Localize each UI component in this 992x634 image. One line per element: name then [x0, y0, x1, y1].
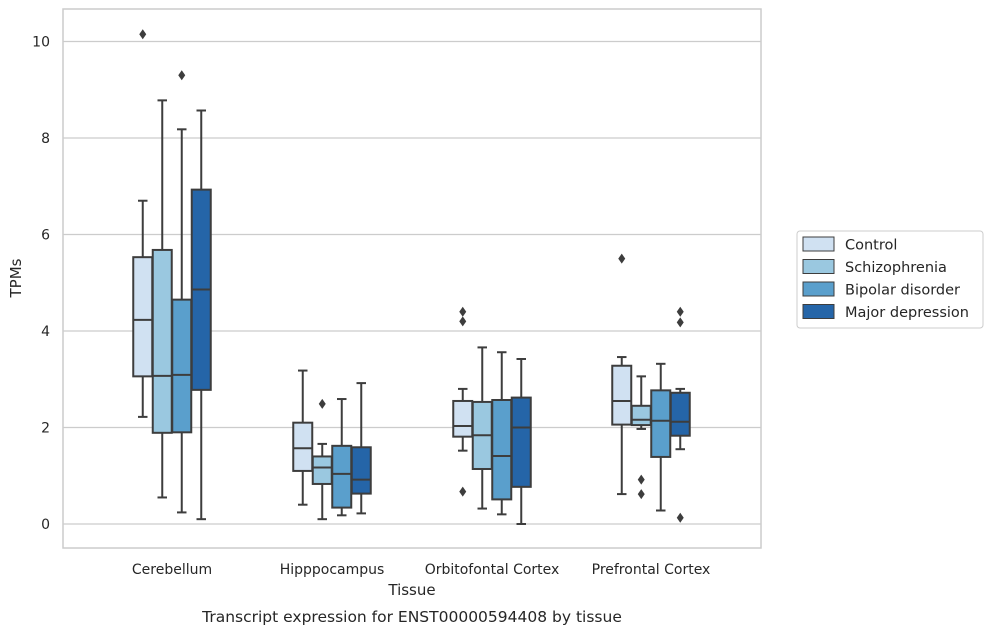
outlier-point	[459, 486, 467, 497]
box-iqr	[292, 421, 314, 472]
box-iqr	[350, 446, 372, 495]
outlier-point	[139, 29, 147, 40]
box-group	[650, 362, 672, 512]
outlier-point	[637, 474, 645, 485]
box-group	[350, 382, 372, 515]
legend-label: Major depression	[845, 305, 969, 321]
box-iqr	[331, 444, 353, 509]
x-tick-label: Orbitofontal Cortex	[425, 562, 560, 578]
box-iqr	[311, 455, 333, 485]
x-tick-labels: Cerebellum Hipppocampus Orbitofontal Corte…	[132, 562, 710, 578]
box-iqr	[452, 399, 474, 438]
outlier-point	[676, 512, 684, 523]
outlier-point	[618, 253, 626, 264]
y-tick-label: 6	[41, 228, 50, 244]
y-tick-label: 10	[32, 35, 50, 51]
legend-label: Schizophrenia	[845, 260, 947, 276]
box-iqr	[650, 389, 672, 458]
box-group	[292, 369, 314, 506]
outlier-point	[459, 306, 467, 317]
box-iqr	[132, 256, 154, 378]
box-iqr	[669, 391, 691, 437]
box-iqr	[611, 364, 633, 426]
x-axis-title: Tissue	[387, 581, 435, 599]
legend: Control Schizophrenia Bipolar disorder Majo…	[796, 230, 984, 329]
legend-swatch	[802, 236, 835, 252]
x-tick-label: Prefrontal Cortex	[592, 562, 711, 578]
y-tick-label: 0	[41, 517, 50, 533]
box-group	[669, 306, 691, 523]
outlier-point	[318, 398, 326, 409]
box-group	[452, 306, 474, 497]
legend-frame	[796, 230, 984, 329]
box-iqr	[510, 396, 532, 488]
outlier-point	[637, 489, 645, 500]
y-axis-title: TPMs	[7, 258, 25, 298]
box-group	[611, 253, 633, 496]
legend-swatch	[802, 259, 835, 274]
box-iqr	[151, 248, 173, 434]
box-group	[491, 351, 513, 516]
box-group	[311, 398, 333, 521]
x-tick-label: Hipppocampus	[280, 562, 385, 578]
box-group	[471, 346, 493, 510]
legend-swatch	[802, 281, 835, 297]
y-tick-label: 4	[41, 324, 50, 340]
plot-boxes	[132, 29, 691, 525]
box-iqr	[491, 398, 513, 501]
chart-caption: Transcript expression for ENST0000059440…	[201, 608, 622, 626]
y-tick-label: 8	[41, 131, 50, 147]
legend-label: Control	[845, 238, 897, 254]
legend-swatch	[802, 304, 835, 319]
box-group	[171, 70, 193, 514]
outlier-point	[676, 317, 684, 328]
x-tick-label: Cerebellum	[132, 562, 212, 578]
y-tick-label: 2	[41, 421, 50, 437]
box-iqr	[171, 298, 193, 434]
box-group	[190, 109, 212, 521]
box-group	[630, 375, 652, 500]
y-tick-labels: 0 2 4 6 8 10	[32, 35, 50, 534]
box-group	[151, 99, 173, 499]
outlier-point	[676, 306, 684, 317]
box-group	[132, 29, 154, 418]
box-iqr	[630, 404, 652, 427]
outlier-point	[459, 316, 467, 327]
outlier-point	[178, 70, 186, 81]
legend-label: Bipolar disorder	[845, 283, 960, 299]
plot-frame	[62, 8, 762, 549]
box-group	[510, 357, 532, 525]
box-group	[331, 398, 353, 517]
